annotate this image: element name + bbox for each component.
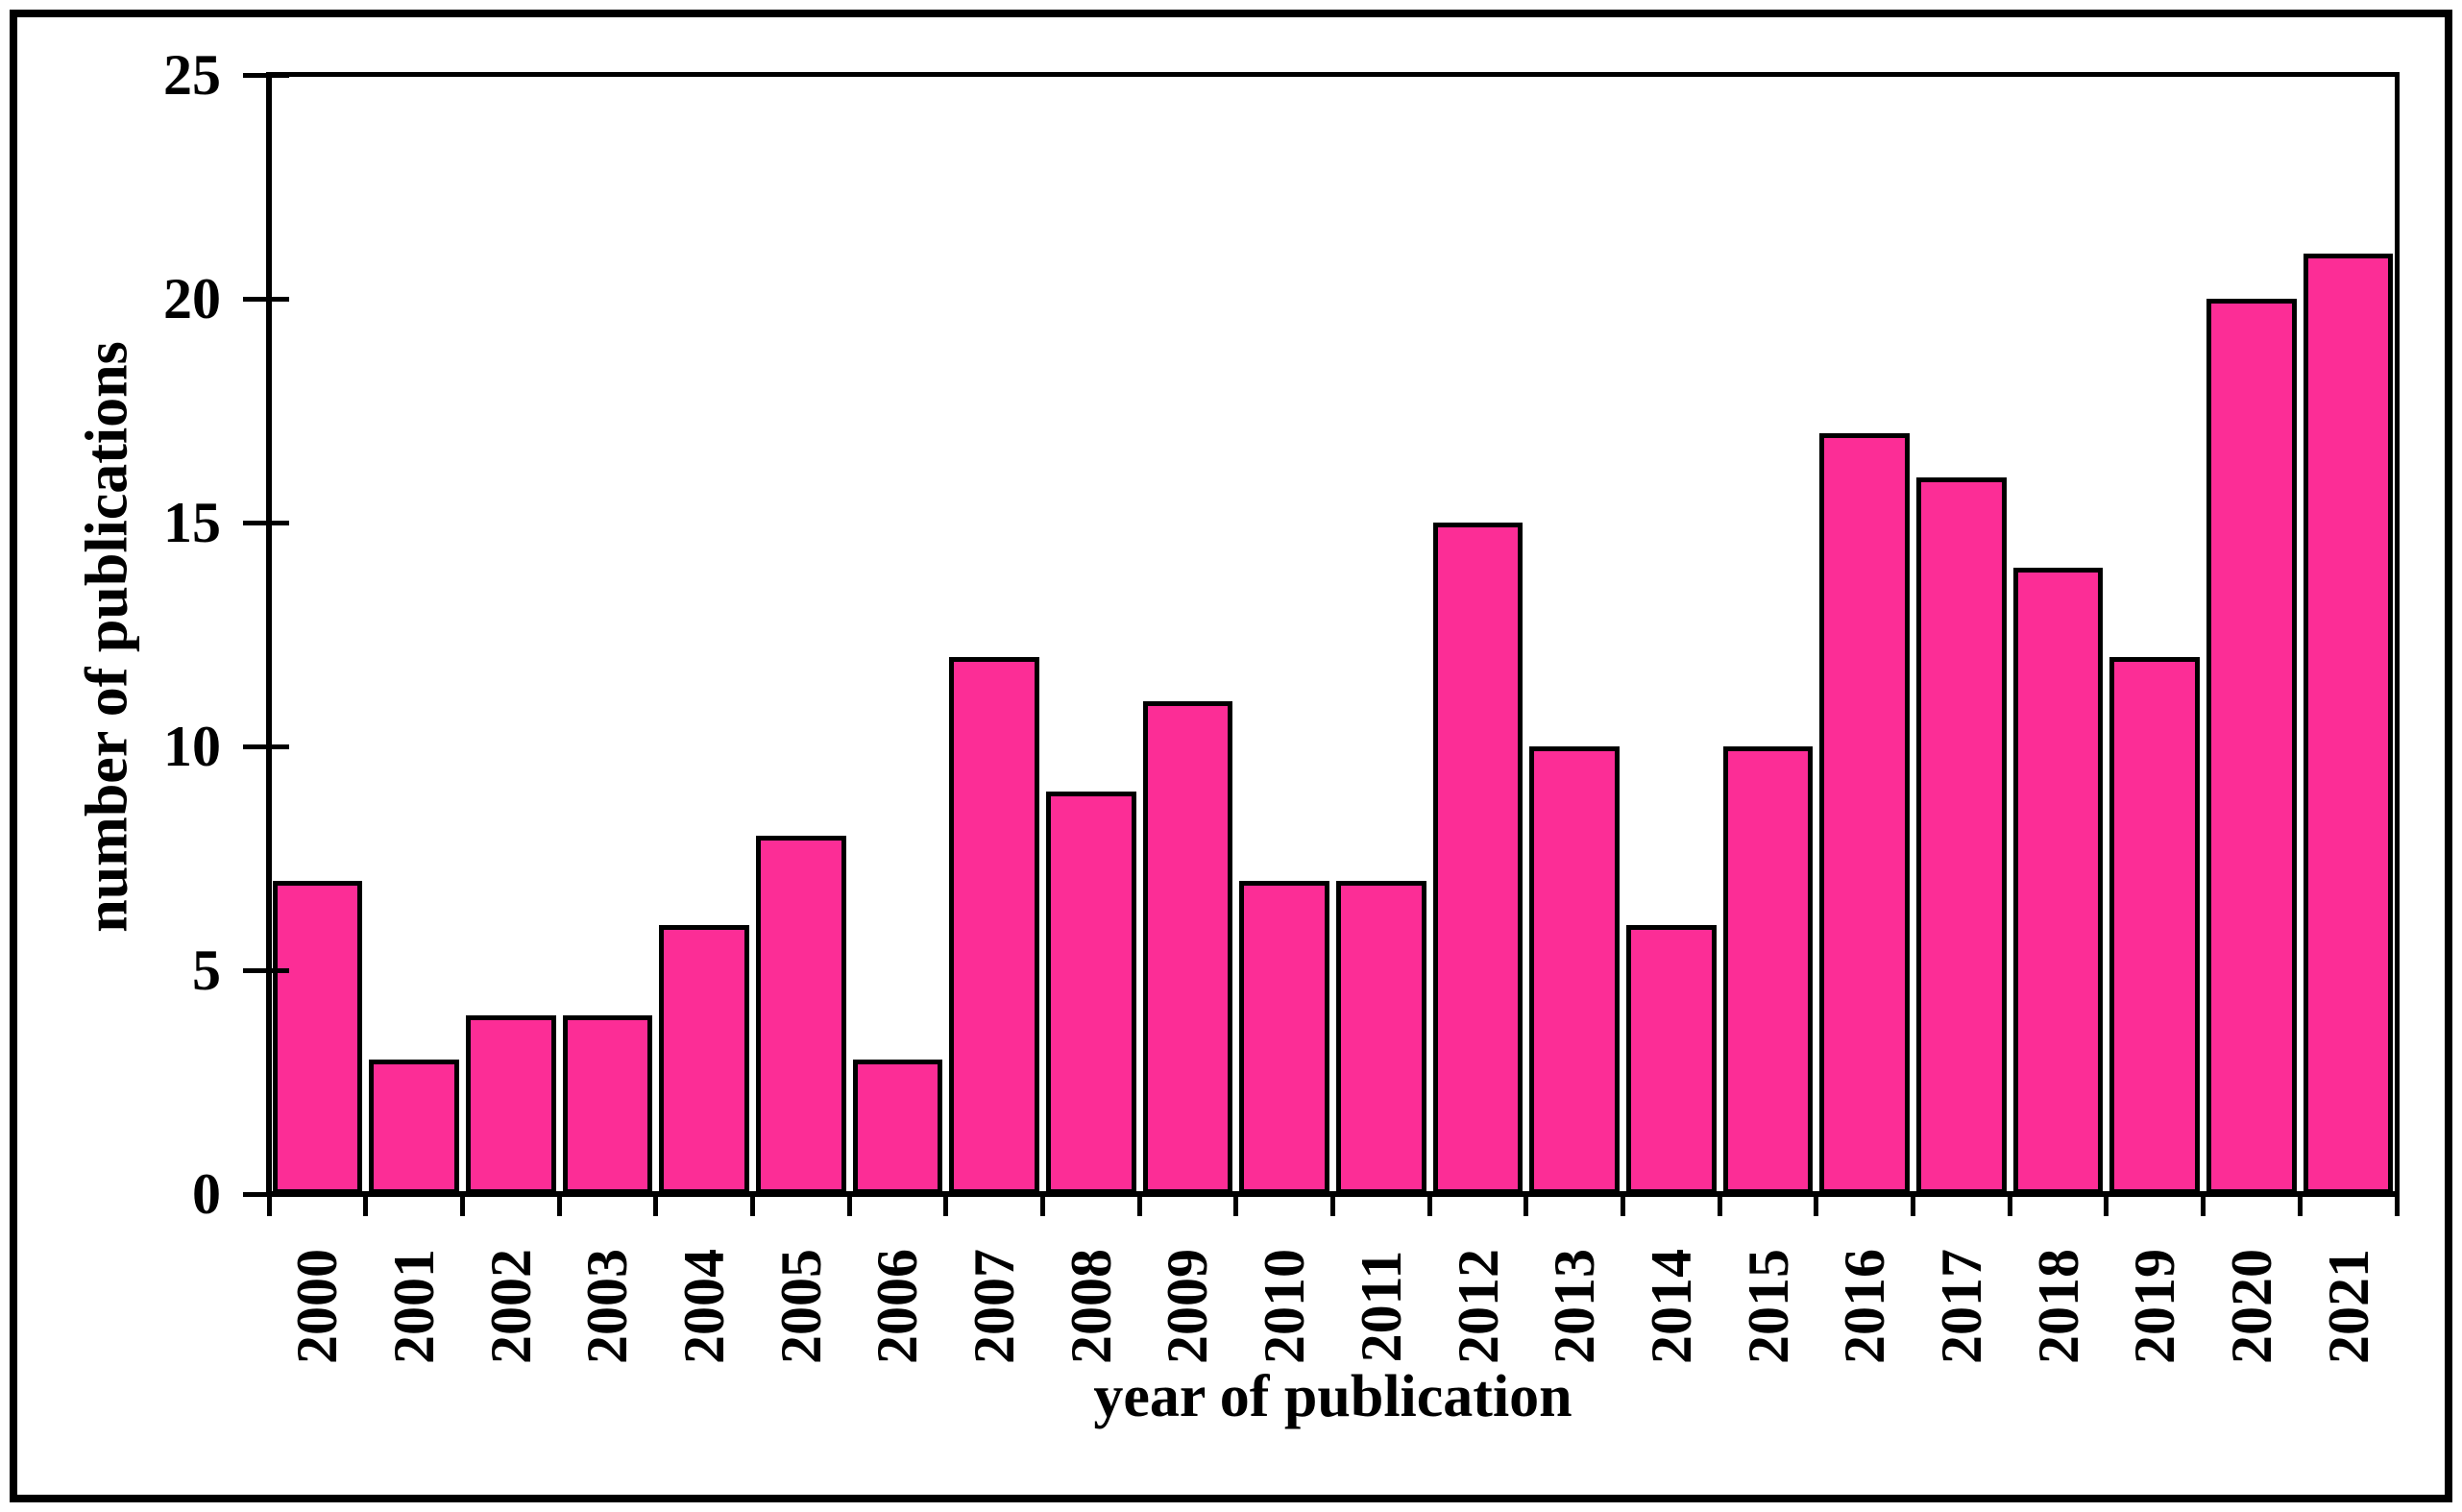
bar-2021 [2303,254,2394,1194]
bar-2003 [562,1014,653,1194]
x-tick [1426,1191,1432,1216]
plot-border-right [2395,72,2400,1197]
y-axis-title: number of publications [74,341,140,933]
bar-2013 [1529,746,1621,1194]
y-tick-label-20: 20 [163,267,221,330]
x-tick [846,1191,852,1216]
bar-2011 [1336,880,1426,1194]
x-tick [943,1191,949,1216]
y-tick-label-25: 25 [163,43,221,107]
x-tick [1621,1191,1626,1216]
plot-area [243,72,2400,1216]
x-tick [1136,1191,1142,1216]
bar-2006 [852,1060,943,1194]
x-tick [2394,1191,2400,1216]
x-tick [2007,1191,2012,1216]
bar-2004 [659,925,749,1194]
bar-2007 [949,656,1039,1194]
x-axis-title: year of publication [1093,1364,1572,1429]
bar-2012 [1432,523,1524,1194]
bar-2019 [2109,656,2201,1194]
x-tick [459,1191,465,1216]
y-tick-label-15: 15 [163,491,221,554]
bar-2015 [1722,746,1814,1194]
bar-2001 [369,1060,459,1194]
bar-2017 [1916,477,2007,1194]
x-tick [1233,1191,1239,1216]
x-tick [653,1191,659,1216]
y-tick-label-10: 10 [163,715,221,778]
x-axis-line [266,1191,2400,1197]
bar-2005 [755,836,846,1194]
x-tick [1330,1191,1335,1216]
bar-2010 [1239,880,1329,1194]
x-tick [2104,1191,2109,1216]
y-axis-line [266,72,272,1197]
x-tick [1911,1191,1916,1216]
x-tick [556,1191,562,1216]
x-tick [1717,1191,1722,1216]
bar-2014 [1626,925,1717,1194]
x-tick [1524,1191,1529,1216]
bar-2000 [272,880,363,1194]
x-tick [266,1191,272,1216]
bar-2002 [465,1014,556,1194]
bar-2020 [2206,299,2297,1194]
x-tick [2297,1191,2303,1216]
x-tick [749,1191,755,1216]
y-tick-label-0: 0 [192,1162,221,1226]
x-tick [363,1191,369,1216]
y-tick-label-5: 5 [192,939,221,1002]
bar-2016 [1819,432,1911,1194]
bar-2009 [1142,701,1233,1194]
x-tick [1814,1191,1819,1216]
bar-2018 [2012,567,2104,1194]
bar-2008 [1045,791,1136,1194]
x-tick [1039,1191,1045,1216]
x-tick [2201,1191,2206,1216]
plot-border-top [266,72,2400,77]
